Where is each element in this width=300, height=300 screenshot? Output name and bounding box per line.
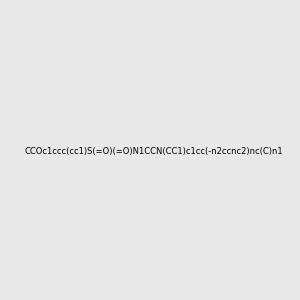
Text: CCOc1ccc(cc1)S(=O)(=O)N1CCN(CC1)c1cc(-n2ccnc2)nc(C)n1: CCOc1ccc(cc1)S(=O)(=O)N1CCN(CC1)c1cc(-n2… <box>24 147 283 156</box>
